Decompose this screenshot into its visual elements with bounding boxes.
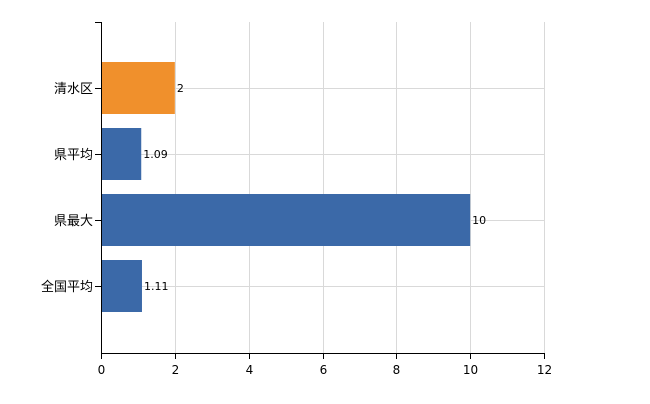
data-label-0: 2: [177, 82, 184, 95]
bar-2: [101, 194, 471, 246]
axis-layer: [95, 22, 545, 359]
data-label-2: 10: [472, 214, 486, 227]
x-tick-label-3: 6: [320, 363, 328, 377]
y-tick-label-0: 清水区: [54, 82, 93, 97]
x-tick-label-1: 2: [172, 363, 180, 377]
x-tick-label-2: 4: [246, 363, 254, 377]
y-tick-label-3: 全国平均: [41, 279, 93, 295]
x-tick-label-5: 10: [463, 363, 478, 377]
bar-layer: [101, 62, 471, 312]
x-tick-label-6: 12: [537, 363, 552, 377]
bar-0: [101, 62, 175, 114]
x-tick-label-0: 0: [98, 363, 106, 377]
data-label-3: 1.11: [144, 280, 169, 293]
x-tick-label-4: 8: [393, 363, 401, 377]
data-label-1: 1.09: [143, 148, 168, 161]
label-layer: 2 清水区 1.09 県平均 10 県最大 1.11 全国平均 0 2 4 6 8 10 12: [41, 82, 552, 377]
bar-1: [101, 128, 142, 180]
y-tick-label-2: 県最大: [54, 214, 93, 229]
bar-3: [101, 260, 142, 312]
y-tick-label-1: 県平均: [54, 148, 93, 163]
